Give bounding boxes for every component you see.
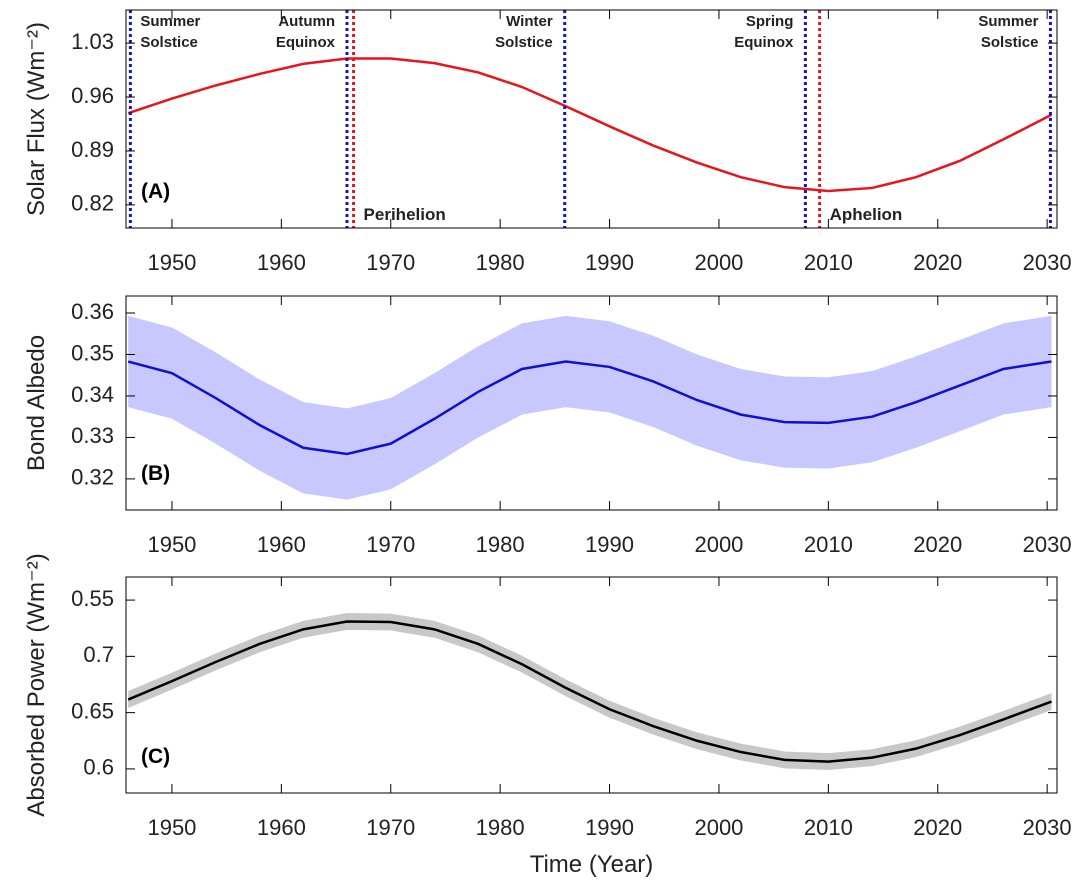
plot-frame [125, 295, 1058, 511]
event-label-line: Equinox [734, 34, 794, 51]
x-tick-label: 2030 [1023, 532, 1072, 557]
x-tick-label: 1980 [476, 532, 525, 557]
data-line [127, 360, 1052, 456]
panel: 1950 1960 1970 1980 1990 2000 2010 2020 2030 0.6 0… [23, 553, 1072, 878]
x-tick-label: 1990 [585, 532, 634, 557]
event-label-line: Perihelion [364, 205, 446, 224]
event-label: Autumn Equinox [276, 13, 336, 51]
event-label: Spring Equinox [734, 13, 794, 51]
panel-label: (C) [141, 745, 170, 768]
x-tick-label: 1960 [257, 815, 306, 840]
event-label: Summer Solstice [978, 13, 1038, 51]
x-tick-label: 2000 [694, 250, 743, 275]
panel: 1950 1960 1970 1980 1990 2000 2010 2020 2030 0.32… [23, 295, 1072, 557]
event-label-line: Autumn [278, 13, 335, 30]
plot-frame [125, 576, 1058, 794]
x-tick-label: 2030 [1023, 250, 1072, 275]
x-tick-label: 2010 [804, 815, 853, 840]
data-line [127, 620, 1052, 763]
panel: Summer Solstice Autumn Equinox Winter Solstic… [23, 9, 1072, 275]
y-tick-label: 0.35 [71, 340, 114, 365]
x-tick-label: 1960 [257, 532, 306, 557]
x-tick-label: 1990 [585, 250, 634, 275]
event-label-line: Solstice [981, 34, 1039, 51]
x-tick-label: 2000 [694, 532, 743, 557]
y-tick-label: 0.96 [71, 83, 114, 108]
x-tick-label: 1950 [147, 815, 196, 840]
x-tick-label: 1980 [476, 250, 525, 275]
orbit-label: Perihelion [364, 205, 446, 224]
event-label: Summer Solstice [140, 13, 200, 51]
y-axis-title: Bond Albedo [23, 335, 50, 471]
x-tick-label: 2010 [804, 250, 853, 275]
event-label-line: Spring [746, 13, 794, 30]
event-label-line: Winter [506, 13, 553, 30]
event-label-line: Equinox [276, 34, 336, 51]
x-tick-label: 2030 [1023, 815, 1072, 840]
event-label-line: Solstice [495, 34, 553, 51]
plot-frame [125, 9, 1058, 229]
y-tick-label: 0.55 [71, 586, 114, 611]
orbit-label: Aphelion [830, 205, 903, 224]
x-tick-label: 2020 [913, 250, 962, 275]
x-tick-label: 2010 [804, 532, 853, 557]
x-tick-label: 1970 [366, 250, 415, 275]
y-tick-label: 0.65 [71, 698, 114, 723]
event-label-line: Solstice [140, 34, 198, 51]
data-line [127, 57, 1053, 193]
event-label-line: Summer [140, 13, 200, 30]
panel-label: (A) [141, 180, 170, 203]
event-label-line: Summer [978, 13, 1038, 30]
x-tick-label: 1970 [366, 532, 415, 557]
panel-label: (B) [141, 462, 170, 485]
x-tick-label: 2000 [694, 815, 743, 840]
x-tick-label: 1970 [366, 815, 415, 840]
y-tick-label: 0.32 [71, 465, 114, 490]
x-tick-label: 2020 [913, 815, 962, 840]
y-tick-label: 0.34 [71, 382, 114, 407]
event-label: Winter Solstice [495, 13, 553, 51]
event-label-line: Aphelion [830, 205, 903, 224]
x-axis-title: Time (Year) [530, 851, 654, 878]
x-tick-label: 1950 [147, 532, 196, 557]
y-tick-label: 0.33 [71, 423, 114, 448]
y-tick-label: 0.6 [83, 755, 114, 780]
y-tick-label: 1.03 [71, 29, 114, 54]
uncertainty-band [128, 613, 1052, 771]
y-tick-label: 0.89 [71, 137, 114, 162]
x-tick-label: 1990 [585, 815, 634, 840]
y-axis-title: Solar Flux (Wm⁻²) [23, 22, 50, 216]
x-tick-label: 2020 [913, 532, 962, 557]
x-tick-label: 1980 [476, 815, 525, 840]
x-tick-label: 1960 [257, 250, 306, 275]
uncertainty-band [128, 315, 1052, 500]
y-axis-title: Absorbed Power (Wm⁻²) [23, 553, 50, 816]
x-tick-label: 1950 [147, 250, 196, 275]
y-tick-label: 0.7 [83, 642, 114, 667]
y-tick-label: 0.82 [71, 191, 114, 216]
y-tick-label: 0.36 [71, 299, 114, 324]
